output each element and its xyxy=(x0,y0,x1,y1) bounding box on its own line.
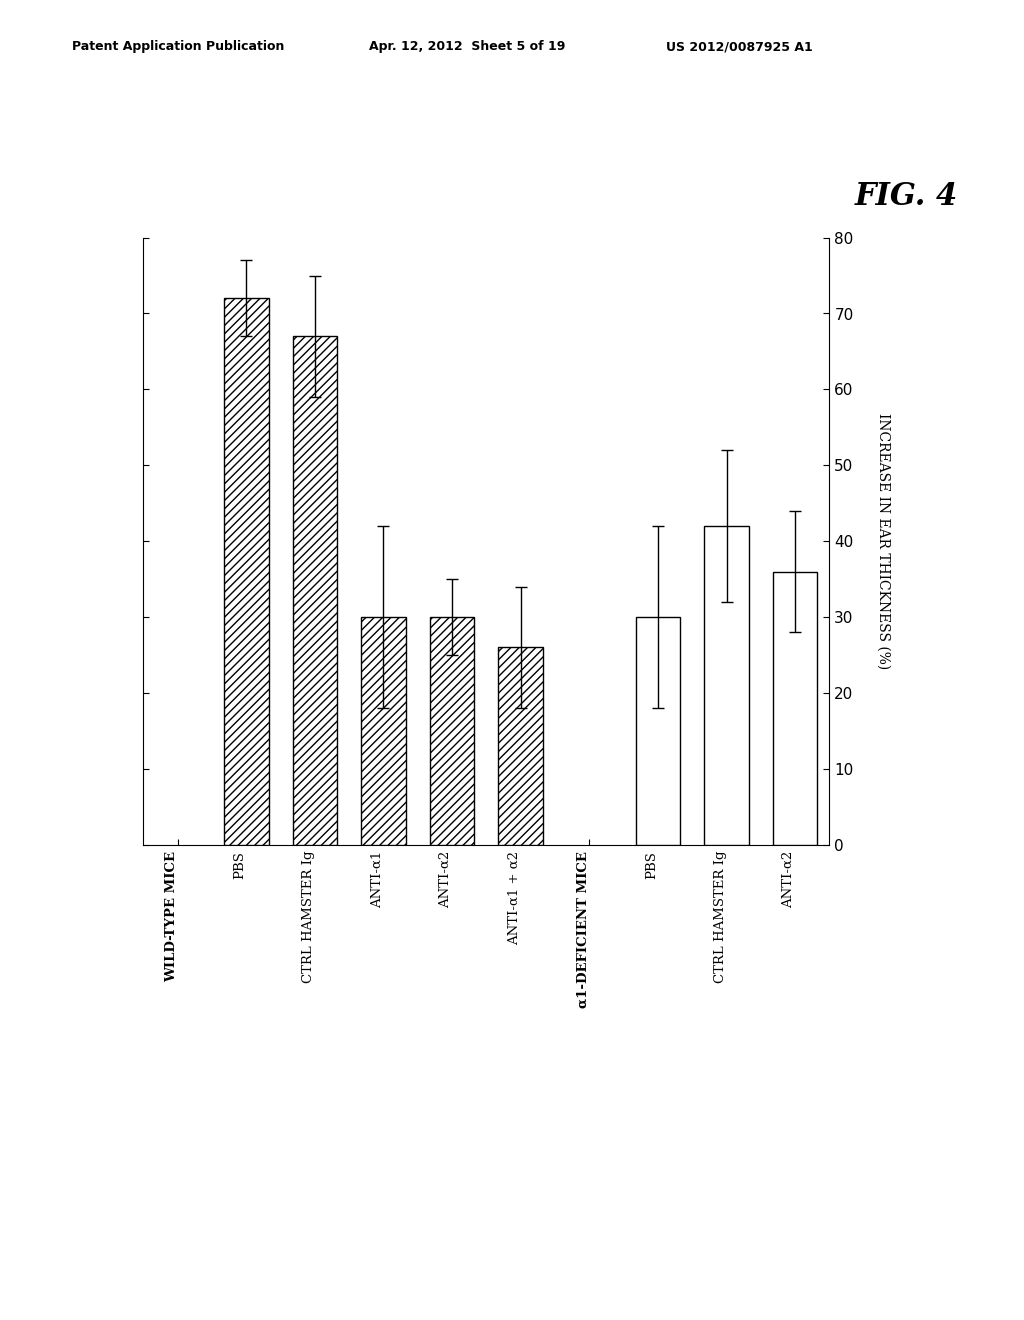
Text: CTRL HAMSTER Ig: CTRL HAMSTER Ig xyxy=(302,851,315,983)
Text: PBS: PBS xyxy=(233,851,247,879)
Text: Patent Application Publication: Patent Application Publication xyxy=(72,40,284,53)
Text: ANTI-α2: ANTI-α2 xyxy=(782,851,795,908)
Text: WILD-TYPE MICE: WILD-TYPE MICE xyxy=(165,851,178,982)
Y-axis label: INCREASE IN EAR THICKNESS (%): INCREASE IN EAR THICKNESS (%) xyxy=(876,413,890,669)
Text: US 2012/0087925 A1: US 2012/0087925 A1 xyxy=(666,40,812,53)
Text: α1-DEFICIENT MICE: α1-DEFICIENT MICE xyxy=(577,851,590,1007)
Bar xyxy=(499,648,543,845)
Bar xyxy=(773,572,817,845)
Text: CTRL HAMSTER Ig: CTRL HAMSTER Ig xyxy=(714,851,727,983)
Bar xyxy=(705,525,749,845)
Text: FIG. 4: FIG. 4 xyxy=(855,181,958,211)
Text: PBS: PBS xyxy=(645,851,658,879)
Text: ANTI-α2: ANTI-α2 xyxy=(439,851,453,908)
Text: ANTI-α1: ANTI-α1 xyxy=(371,851,384,908)
Bar xyxy=(293,337,337,845)
Bar xyxy=(636,618,680,845)
Text: ANTI-α1 + α2: ANTI-α1 + α2 xyxy=(508,851,521,945)
Bar xyxy=(361,618,406,845)
Bar xyxy=(224,298,268,845)
Bar xyxy=(430,618,474,845)
Text: Apr. 12, 2012  Sheet 5 of 19: Apr. 12, 2012 Sheet 5 of 19 xyxy=(369,40,565,53)
